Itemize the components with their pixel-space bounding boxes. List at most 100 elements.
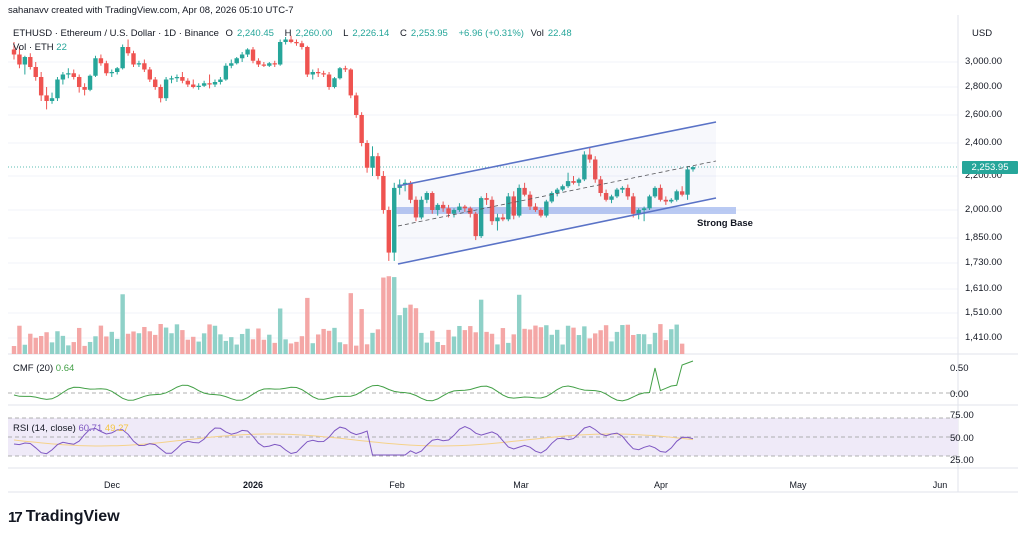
candle-body — [153, 79, 158, 87]
candle-body — [609, 196, 614, 200]
candle-body — [332, 78, 337, 87]
candle-body — [364, 143, 370, 168]
cmf-value: 0.64 — [55, 363, 75, 374]
volume-bar — [71, 342, 76, 354]
volume-bar — [104, 336, 109, 354]
candle-body — [603, 193, 609, 200]
volume-bar — [527, 329, 533, 354]
volume-bar — [33, 337, 38, 354]
candle-body — [76, 77, 82, 87]
volume-bar — [125, 333, 131, 354]
candle-body — [555, 189, 560, 193]
volume-bar — [587, 338, 592, 354]
candle-body — [544, 201, 549, 216]
high-value: 2,260.00 — [295, 28, 333, 39]
candle-body — [245, 49, 250, 55]
volume-bar — [506, 342, 511, 354]
volume-bar — [430, 330, 435, 354]
candle-body — [451, 210, 457, 214]
symbol-name[interactable]: ETHUSD · Ethereum / U.S. Dollar · 1D · B… — [13, 28, 219, 39]
low-value: 2,226.14 — [352, 28, 390, 39]
candle-body — [28, 57, 33, 67]
candle-body — [484, 198, 489, 200]
candle-body — [413, 199, 419, 218]
candle-body — [647, 196, 652, 209]
volume-bar — [277, 308, 283, 354]
volume-bar — [321, 328, 326, 354]
strong-base-annotation: Strong Base — [697, 218, 753, 229]
cmf-label[interactable]: CMF (20) — [13, 363, 54, 374]
close-label: C — [399, 28, 407, 39]
candle-body — [38, 77, 44, 96]
candle-body — [229, 63, 234, 66]
volume-bar — [354, 345, 359, 354]
volume-legend-value: 22 — [56, 42, 67, 53]
candle-body — [593, 159, 598, 180]
time-tick: Feb — [389, 480, 405, 490]
volume-bar — [49, 342, 55, 354]
candle-body — [402, 182, 408, 185]
rsi-value: 60.71 — [78, 423, 103, 434]
volume-bar — [468, 326, 473, 354]
volume-bar — [516, 294, 522, 354]
candle-body — [663, 199, 669, 202]
candle-body — [679, 191, 685, 195]
volume-bar — [598, 330, 603, 354]
volume-bar — [93, 336, 98, 354]
candle-body — [685, 169, 690, 195]
price-tick: 1,510.00 — [965, 307, 1002, 318]
volume-bar — [359, 309, 364, 354]
creator-line: sahanavv created with TradingView.com, A… — [8, 5, 294, 16]
candle-body — [636, 210, 641, 214]
candle-body — [277, 42, 283, 65]
channel-mid-line — [397, 160, 717, 227]
volume-legend: Vol · ETH 22 — [13, 42, 67, 53]
volume-bar — [60, 335, 66, 354]
candle-body — [201, 83, 207, 86]
candle-body — [462, 206, 468, 209]
rsi-line — [13, 425, 694, 456]
volume-bar — [446, 329, 451, 354]
candle-body — [267, 63, 272, 66]
volume-bar — [484, 331, 489, 354]
volume-bar — [98, 325, 104, 354]
candle-body — [169, 78, 174, 80]
candle-body — [174, 77, 180, 79]
candle-body — [522, 187, 527, 195]
volume-bar — [315, 334, 321, 354]
price-tick: 1,850.00 — [965, 232, 1002, 243]
volume-bar — [609, 341, 614, 354]
candle-body — [11, 49, 17, 55]
volume-bar — [582, 326, 587, 354]
candle-body — [538, 210, 544, 216]
volume-legend-label[interactable]: Vol · ETH — [13, 42, 54, 53]
open-label: O — [225, 28, 233, 39]
candle-body — [625, 187, 631, 197]
volume-bar — [299, 336, 305, 354]
volume-bar — [620, 325, 625, 354]
tradingview-logo[interactable]: 17 TradingView — [8, 508, 120, 526]
volume-bar — [272, 342, 277, 354]
candle-body — [22, 57, 28, 65]
volume-bar — [147, 331, 152, 354]
candle-body — [337, 68, 343, 79]
candle-body — [283, 39, 288, 42]
rsi-ma-line — [13, 433, 694, 447]
candle-body — [565, 181, 571, 187]
candle-body — [669, 199, 674, 202]
cmf-tick-050: 0.50 — [950, 363, 969, 374]
price-tick: 2,600.00 — [965, 109, 1002, 120]
volume-bar — [191, 336, 196, 354]
volume-bar — [294, 341, 299, 354]
candle-body — [652, 187, 658, 197]
volume-bar — [674, 324, 679, 354]
volume-bar — [397, 315, 402, 354]
candle-body — [136, 63, 142, 65]
rsi-label[interactable]: RSI (14, close) — [13, 423, 76, 434]
volume-bar — [239, 333, 245, 354]
volume-bar — [142, 326, 147, 354]
support-zone — [393, 207, 736, 214]
volume-bar — [549, 334, 554, 354]
vol-value: 22.48 — [547, 28, 572, 39]
